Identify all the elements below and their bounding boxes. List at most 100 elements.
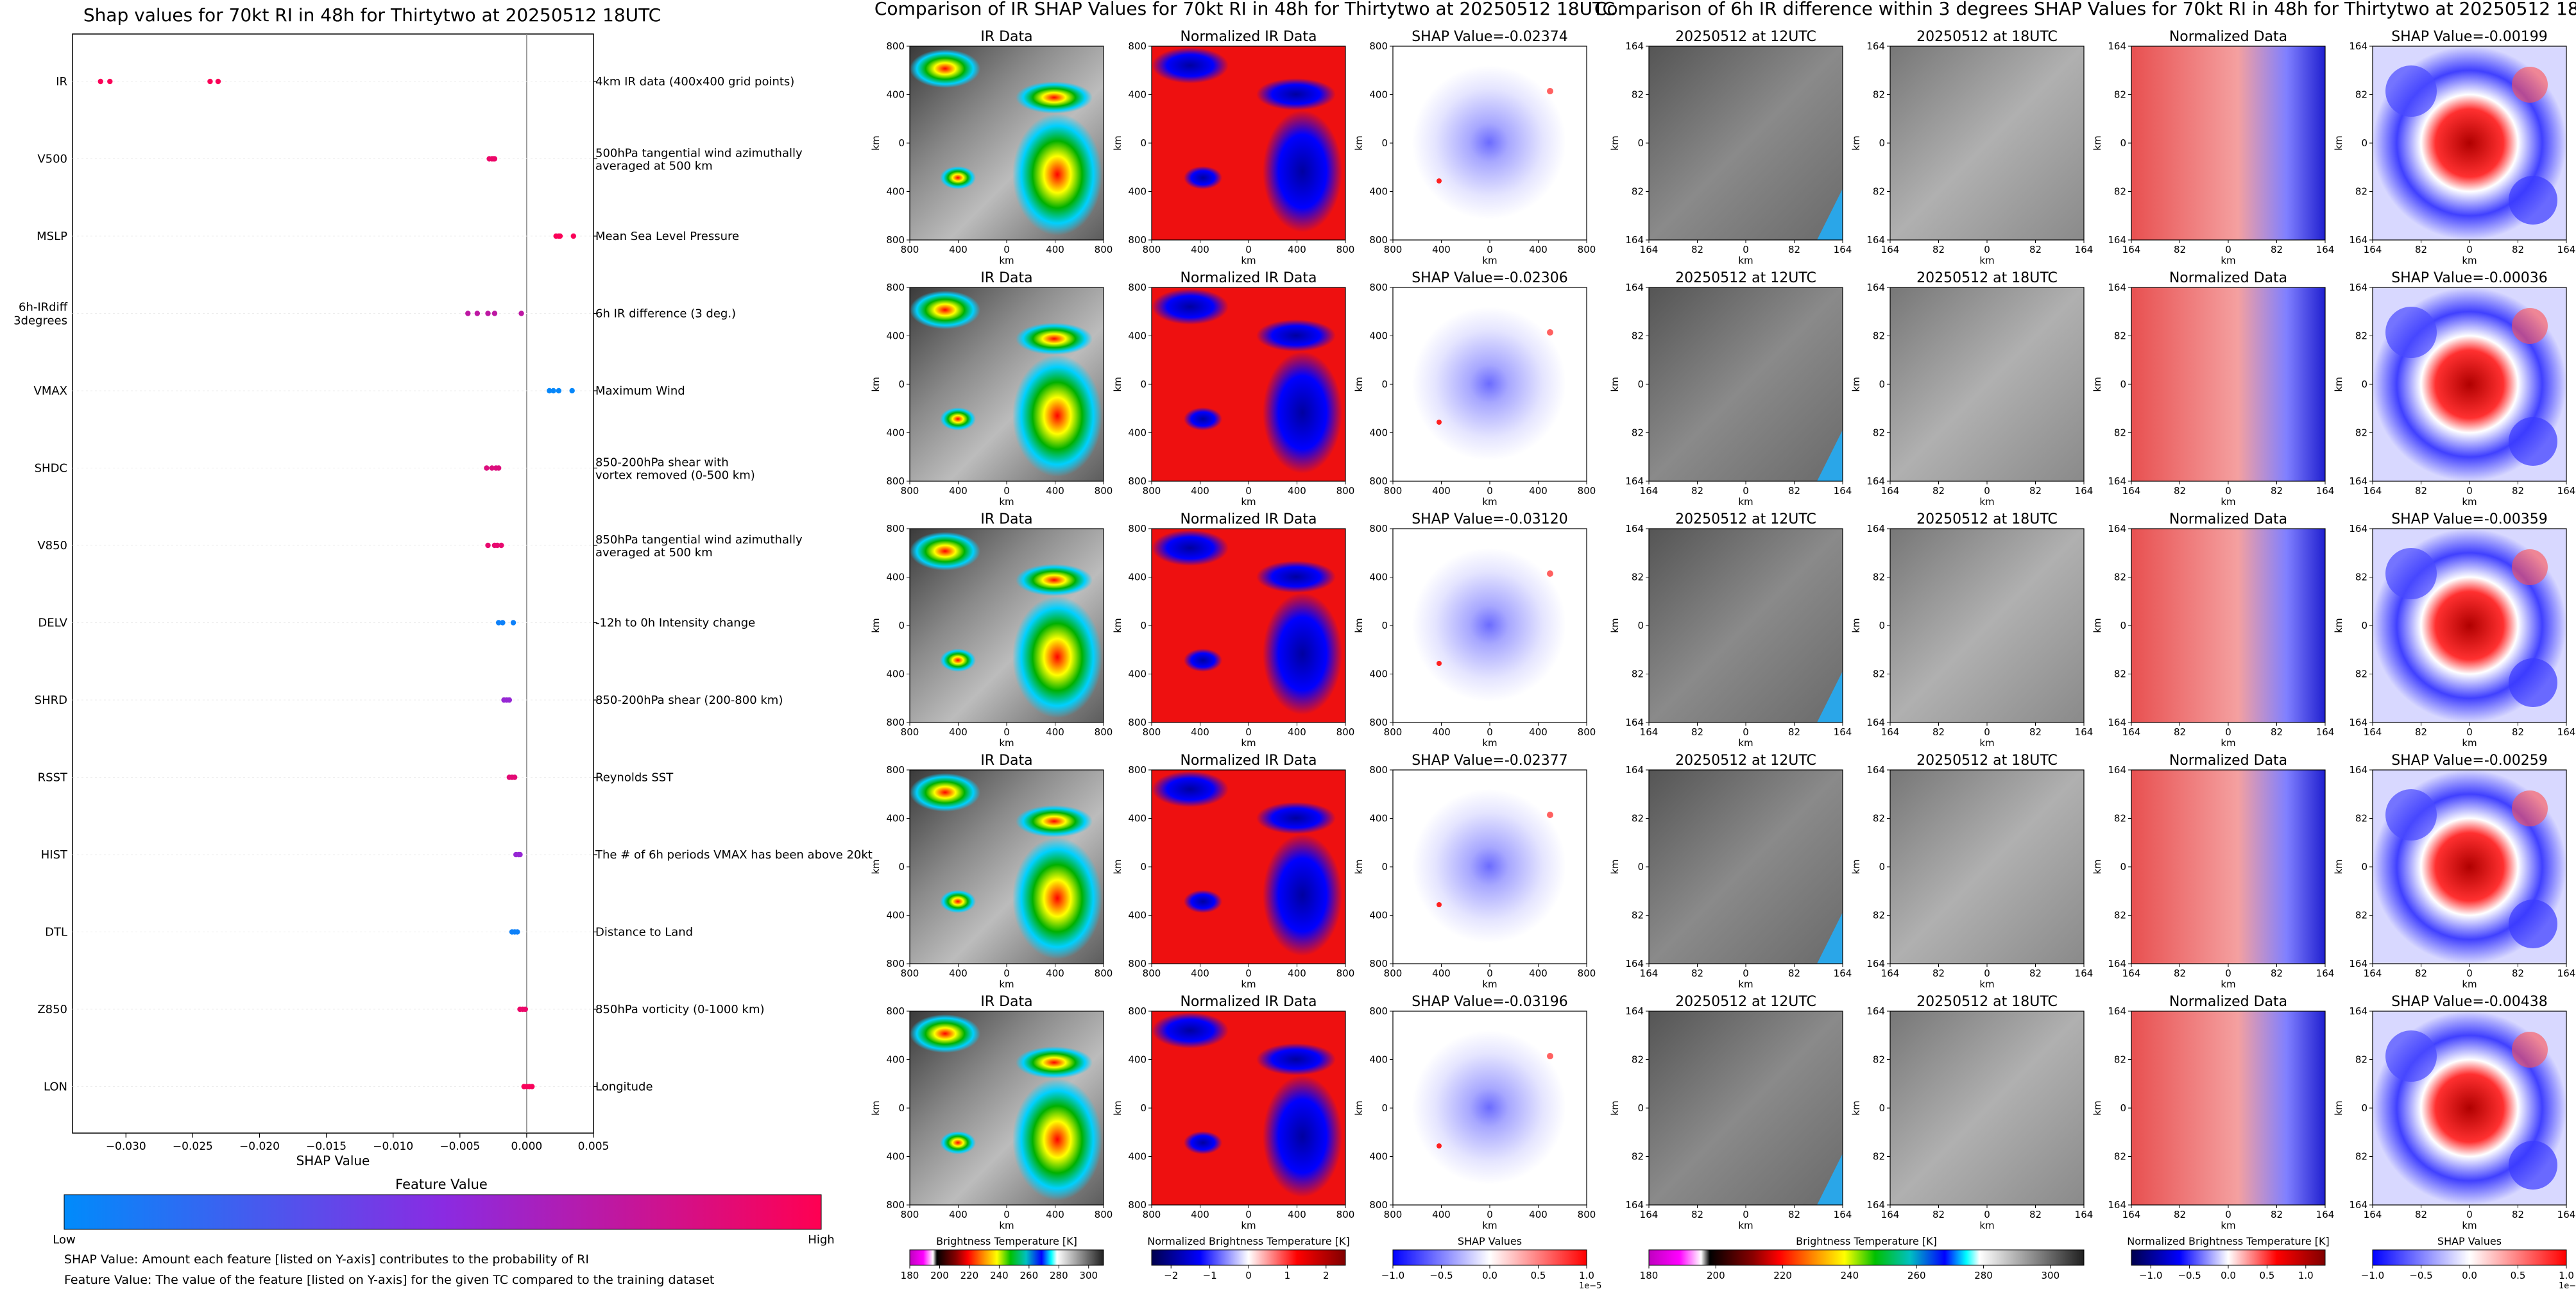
feature-description: Mean Sea Level Pressure: [595, 230, 739, 243]
axis-tick-label: 400: [1369, 572, 1388, 583]
axis-tick-label: 800: [1384, 485, 1403, 497]
ir-12utc-panel: 20250512 at 12UTC1641648282008282164164k…: [1609, 270, 1852, 508]
axis-tick-label: 82: [2029, 726, 2042, 738]
x-tick-label: 0.000: [511, 1140, 543, 1153]
axis-tick-label: 82: [1873, 910, 1885, 921]
axis-tick-label: 0: [2466, 968, 2473, 979]
panel-title: 20250512 at 12UTC: [1675, 994, 1816, 1010]
x-tick-label: 0.005: [578, 1140, 610, 1153]
axis-tick-label: 800: [886, 958, 905, 969]
axis-tick-label: 400: [1046, 244, 1064, 255]
axis-ylabel: km: [1850, 377, 1862, 391]
axis-tick-label: 400: [949, 244, 968, 255]
shap-point: [522, 1006, 529, 1012]
axis-xlabel: km: [1482, 737, 1497, 749]
axis-tick-label: 400: [1046, 726, 1064, 738]
axis-tick-label: 82: [1873, 1151, 1885, 1163]
axis-tick-label: 164: [2364, 244, 2382, 255]
colorbar-tick-label: 0.5: [1531, 1270, 1546, 1281]
axis-tick-label: 800: [901, 1209, 919, 1220]
axis-ylabel: km: [1112, 618, 1123, 633]
axis-tick-label: 400: [1288, 726, 1306, 738]
axis-tick-label: 82: [2271, 485, 2283, 497]
axis-ylabel: km: [1609, 377, 1621, 391]
axis-tick-label: 82: [2512, 968, 2524, 979]
axis-tick-label: 82: [2355, 813, 2367, 824]
ir-comparison-title: Comparison of IR SHAP Values for 70kt RI…: [874, 0, 1615, 19]
axis-tick-label: 82: [1632, 89, 1644, 101]
axis-tick-label: 164: [2316, 726, 2335, 738]
axis-ylabel: km: [2333, 377, 2344, 391]
axis-tick-label: 164: [1881, 726, 1900, 738]
axis-xlabel: km: [2221, 496, 2235, 508]
axis-tick-label: 0: [1879, 861, 1885, 873]
axis-tick-label: 82: [2114, 330, 2126, 342]
axis-tick-label: 400: [1288, 968, 1306, 979]
axis-tick-label: 0: [1003, 968, 1010, 979]
ir-shap-panel: SHAP Value=-0.03120800800400400004004008…: [1353, 511, 1596, 749]
shap-point: [547, 388, 552, 394]
axis-tick-label: 800: [901, 726, 919, 738]
axis-xlabel: km: [1979, 737, 1994, 749]
axis-ylabel: km: [1112, 859, 1123, 874]
axis-tick-label: 82: [1788, 244, 1800, 255]
axis-tick-label: 82: [1932, 485, 1945, 497]
axis-tick-label: 400: [1432, 1209, 1451, 1220]
axis-tick-label: 164: [2075, 244, 2094, 255]
axis-tick-label: 164: [1866, 1199, 1885, 1211]
axis-tick-label: 164: [2349, 717, 2367, 728]
axis-ylabel: km: [2092, 1100, 2103, 1115]
diff-shap-panel: SHAP Value=-0.00259164164828200828216416…: [2333, 753, 2575, 990]
shap-point: [518, 311, 524, 316]
axis-tick-label: 164: [2349, 958, 2367, 969]
panel-title: SHAP Value=-0.00036: [2391, 270, 2548, 286]
colorbar-tick-label: 260: [1907, 1270, 1926, 1281]
axis-tick-label: 400: [1432, 968, 1451, 979]
axis-tick-label: 400: [1288, 485, 1306, 497]
axis-tick-label: 82: [1691, 968, 1703, 979]
axis-tick-label: 82: [1873, 813, 1885, 824]
panel-title: Normalized Data: [2169, 753, 2287, 769]
axis-tick-label: 0: [1637, 861, 1644, 873]
normalized-diff-panel: Normalized Data1641648282008282164164kmk…: [2092, 994, 2334, 1231]
panel-title: 20250512 at 18UTC: [1916, 511, 2058, 527]
axis-tick-label: 82: [2174, 1209, 2186, 1220]
axis-tick-label: 400: [1128, 572, 1147, 583]
shap-summary-chart: Shap values for 70kt RI in 48h for Thirt…: [13, 4, 873, 1287]
panel-title: Normalized IR Data: [1180, 511, 1317, 527]
axis-ylabel: km: [1850, 618, 1862, 633]
axis-tick-label: 164: [2349, 234, 2367, 246]
axis-tick-label: 164: [1881, 1209, 1900, 1220]
feature-description: The # of 6h periods VMAX has been above …: [595, 848, 873, 862]
shap-plot-frame: [72, 33, 594, 1134]
axis-tick-label: 164: [2349, 282, 2367, 293]
axis-xlabel: km: [1241, 1220, 1256, 1231]
colorbar-tick-label: 260: [1020, 1270, 1039, 1281]
axis-tick-label: 164: [1625, 523, 1644, 534]
axis-tick-label: 0: [1879, 379, 1885, 390]
axis-xlabel: km: [1738, 978, 1753, 990]
shap-point: [529, 1084, 535, 1089]
axis-tick-label: 800: [1095, 1209, 1113, 1220]
axis-tick-label: 82: [2271, 244, 2283, 255]
axis-xlabel: km: [1482, 496, 1497, 508]
panel-title: SHAP Value=-0.02377: [1412, 753, 1568, 769]
shap-point: [491, 156, 498, 162]
colorbar-tick-label: 240: [1841, 1270, 1859, 1281]
shap-point: [485, 542, 491, 549]
axis-tick-label: 82: [2029, 1209, 2042, 1220]
x-tick-label: −0.010: [373, 1140, 413, 1153]
axis-tick-label: 82: [1632, 813, 1644, 824]
axis-tick-label: 0: [898, 861, 905, 873]
axis-tick-label: 800: [1128, 958, 1147, 969]
panel-title: SHAP Value=-0.00199: [2391, 29, 2548, 45]
axis-ylabel: km: [870, 135, 882, 150]
irdiff-shap-comparison: Comparison of 6h IR difference within 3 …: [1594, 0, 2576, 1231]
axis-tick-label: 400: [1369, 1054, 1388, 1066]
axis-tick-label: 400: [886, 1151, 905, 1163]
colorbar-tick-label: −1.0: [2361, 1270, 2384, 1281]
axis-tick-label: 82: [2355, 1151, 2367, 1163]
axis-tick-label: 82: [1873, 669, 1885, 680]
